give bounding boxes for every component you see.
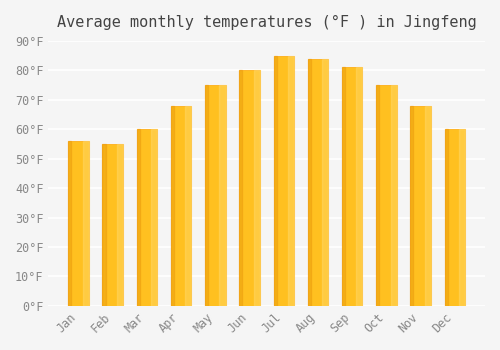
Bar (356, 68, 362, 306)
Bar (102, 144, 123, 306)
Bar (254, 70, 260, 306)
Bar (68, 141, 71, 306)
Bar (376, 85, 380, 306)
Bar (376, 85, 396, 306)
Bar (185, 106, 192, 306)
Bar (151, 129, 157, 306)
Bar (288, 56, 294, 306)
Bar (171, 106, 174, 306)
Bar (410, 106, 414, 306)
Bar (136, 129, 140, 306)
Bar (240, 70, 260, 306)
Bar (444, 129, 448, 306)
Bar (136, 129, 157, 306)
Bar (425, 106, 431, 306)
Bar (68, 141, 88, 306)
Bar (308, 58, 328, 306)
Bar (342, 68, 345, 306)
Bar (205, 85, 208, 306)
Bar (410, 106, 431, 306)
Bar (82, 141, 88, 306)
Bar (205, 85, 226, 306)
Bar (171, 106, 192, 306)
Bar (274, 56, 294, 306)
Bar (342, 68, 362, 306)
Bar (117, 144, 123, 306)
Bar (459, 129, 465, 306)
Bar (308, 58, 311, 306)
Bar (240, 70, 242, 306)
Bar (390, 85, 396, 306)
Title: Average monthly temperatures (°F ) in Jingfeng: Average monthly temperatures (°F ) in Ji… (57, 15, 476, 30)
Bar (220, 85, 226, 306)
Bar (444, 129, 465, 306)
Bar (322, 58, 328, 306)
Bar (274, 56, 276, 306)
Bar (102, 144, 106, 306)
